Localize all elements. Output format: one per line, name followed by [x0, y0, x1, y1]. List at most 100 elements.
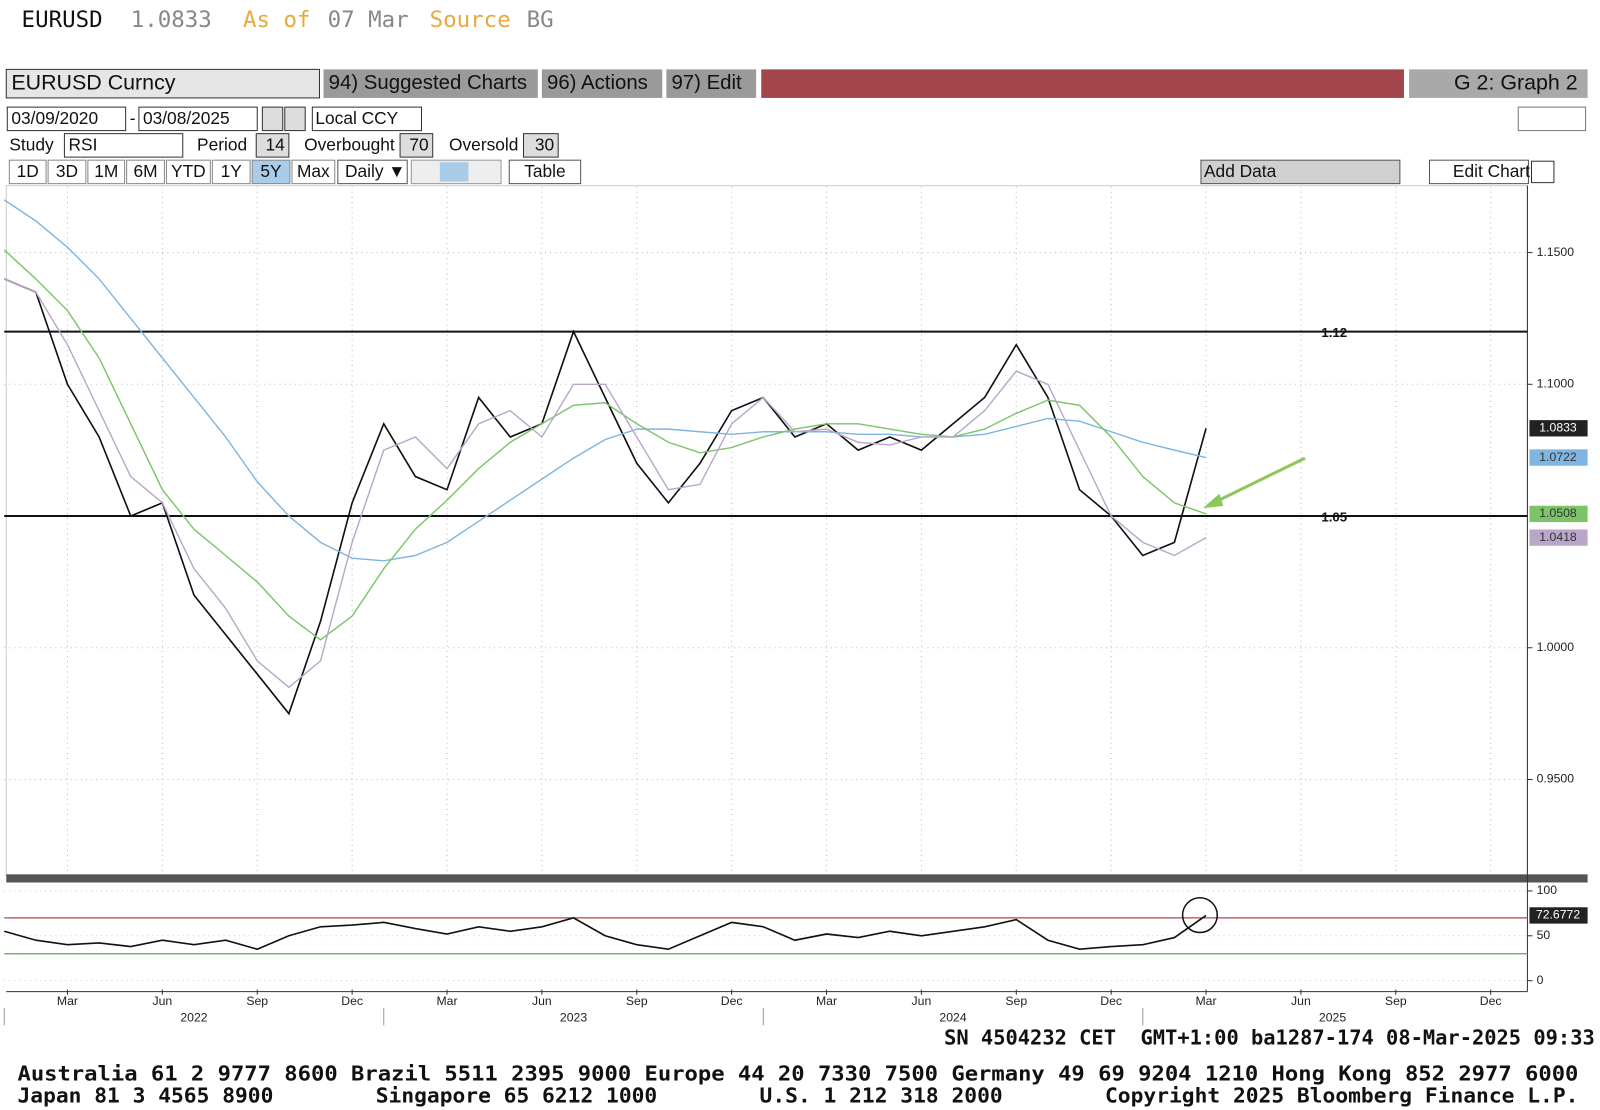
start-date[interactable]: 03/09/2020 — [11, 108, 98, 128]
prev-button[interactable] — [261, 106, 284, 132]
security-box[interactable] — [5, 68, 320, 99]
range-button[interactable] — [165, 159, 211, 185]
range-button[interactable] — [126, 159, 165, 185]
source-label: Source — [430, 7, 511, 33]
end-box[interactable] — [138, 106, 258, 132]
y-tick-label: 50 — [1537, 928, 1551, 942]
end-date[interactable]: 03/08/2025 — [143, 108, 230, 128]
x-tick-label: Dec — [1100, 994, 1122, 1008]
annotation-circle — [1181, 897, 1219, 934]
actions[interactable]: 96) Actions — [547, 72, 648, 94]
range-button[interactable] — [291, 159, 336, 185]
suggested-button[interactable] — [323, 69, 538, 98]
add-data[interactable]: Add Data — [1204, 161, 1277, 181]
graph[interactable]: G 2: Graph 2 — [1454, 70, 1578, 94]
x-tick-label: Jun — [912, 994, 932, 1008]
period-box[interactable] — [255, 133, 290, 158]
settings-icon[interactable] — [1530, 160, 1555, 184]
series-line — [3, 249, 1207, 641]
status-line: SN 4504232 CET GMT+1:00 ba1287-174 08-Ma… — [944, 1026, 1595, 1050]
x-tick-label: Dec — [721, 994, 743, 1008]
x-tick-label: Jun — [532, 994, 552, 1008]
range-button[interactable] — [47, 159, 87, 185]
currency-box[interactable] — [311, 106, 423, 132]
x-tick-label: Sep — [246, 994, 268, 1008]
oversold-label: Oversold — [449, 134, 518, 154]
contacts-line: Japan 81 3 4565 8900 Singapore 65 6212 1… — [17, 1084, 1578, 1108]
range-button[interactable] — [8, 159, 47, 185]
style-active — [439, 162, 469, 182]
overbought-label: Overbought — [304, 134, 395, 154]
as-of: 07 Mar — [328, 7, 409, 33]
series-line — [3, 199, 1207, 562]
table[interactable]: Table — [524, 161, 565, 181]
arrow-head — [1202, 493, 1224, 509]
edit-button[interactable] — [666, 69, 757, 98]
pane-divider — [6, 874, 1588, 883]
overbought[interactable]: 70 — [409, 134, 428, 154]
range-button[interactable] — [211, 159, 251, 185]
x-tick-label: Mar — [1196, 994, 1217, 1008]
x-tick-label: Jun — [1291, 994, 1311, 1008]
price: 1.0833 — [131, 7, 212, 33]
level-label: 1.12 — [1321, 325, 1347, 340]
add-data-box[interactable] — [1200, 159, 1401, 185]
overbought-box[interactable] — [399, 133, 434, 158]
last-value-label: 1.0508 — [1539, 506, 1577, 520]
study[interactable]: RSI — [69, 134, 98, 154]
range-label[interactable]: 3D — [56, 161, 78, 181]
y-tick-label: 1.1000 — [1537, 377, 1575, 391]
x-tick-label: Sep — [1385, 994, 1407, 1008]
range-button[interactable] — [87, 159, 126, 185]
oversold[interactable]: 30 — [535, 134, 554, 154]
security[interactable]: EURUSD Curncy — [11, 70, 175, 94]
range-label[interactable]: 1Y — [221, 161, 243, 181]
frequency-box[interactable] — [337, 159, 408, 185]
last-value-label: 72.6772 — [1536, 908, 1580, 922]
annotation-arrow — [1208, 456, 1306, 507]
year-label: 2025 — [1319, 1010, 1346, 1024]
last-value-label: 1.0418 — [1539, 530, 1577, 544]
start-box[interactable] — [6, 106, 127, 132]
x-tick-label: Mar — [436, 994, 457, 1008]
suggested[interactable]: 94) Suggested Charts — [329, 72, 527, 94]
y-tick-label: 100 — [1537, 883, 1558, 897]
title-bar — [761, 69, 1404, 98]
range-label[interactable]: 6M — [133, 161, 157, 181]
table-button[interactable] — [508, 159, 582, 185]
range-label[interactable]: YTD — [171, 161, 206, 181]
y-tick-label: 1.1500 — [1537, 245, 1575, 259]
range-label[interactable]: Max — [297, 161, 330, 181]
next-button[interactable] — [284, 106, 306, 132]
currency[interactable]: Local CCY — [315, 108, 398, 128]
series-line — [3, 278, 1207, 689]
edit-chart[interactable]: Edit Chart — [1453, 161, 1530, 181]
graph-tab[interactable] — [1409, 69, 1588, 98]
as-of-label: As of — [243, 7, 311, 33]
edit[interactable]: 97) Edit — [671, 72, 742, 94]
x-tick-label: Sep — [626, 994, 648, 1008]
actions-button[interactable] — [541, 69, 663, 98]
x-tick-label: Dec — [1480, 994, 1502, 1008]
oversold-box[interactable] — [523, 133, 559, 158]
x-tick-label: Mar — [57, 994, 78, 1008]
y-tick-label: 0.9500 — [1537, 772, 1575, 786]
study-label: Study — [9, 134, 54, 154]
range-label[interactable]: 5Y — [260, 161, 282, 181]
range-label[interactable]: 1M — [94, 161, 118, 181]
series-line — [4, 914, 1207, 951]
range-label[interactable]: 1D — [17, 161, 39, 181]
contacts-line: Australia 61 2 9777 8600 Brazil 5511 239… — [17, 1061, 1578, 1085]
range-button[interactable] — [251, 159, 291, 185]
frequency[interactable]: Daily ▼ — [345, 161, 405, 181]
edit-chart-button[interactable] — [1428, 159, 1529, 185]
y-tick-label: 1.0000 — [1537, 640, 1575, 654]
level-label: 1.05 — [1321, 510, 1347, 525]
study-box[interactable] — [63, 133, 184, 158]
price-pane — [5, 185, 1528, 876]
last-value-label: 1.0833 — [1539, 421, 1577, 435]
undo-redo[interactable] — [1517, 106, 1587, 132]
period-label: Period — [197, 134, 247, 154]
plot: Mar Jun Sep Dec Mar Jun Sep Dec Mar Jun Sep Dec Mar J… — [3, 186, 1588, 1026]
period[interactable]: 14 — [266, 134, 286, 154]
